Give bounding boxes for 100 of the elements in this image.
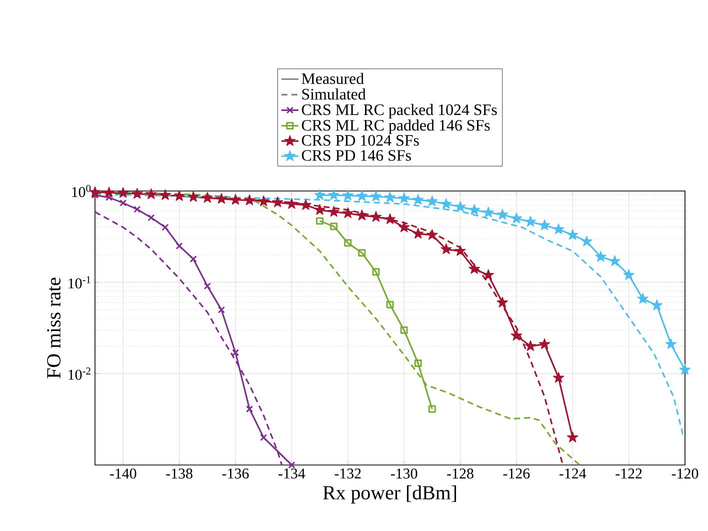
point [428, 405, 436, 413]
y-tick-label: 10$^{0}$ [72, 184, 91, 198]
legend-label: CRS ML RC padded 146 SFs [302, 119, 490, 134]
y-tick-label: 10$^{-2}$ [68, 368, 90, 380]
point [398, 221, 410, 232]
point [454, 245, 466, 256]
point [679, 364, 691, 375]
point [468, 263, 480, 274]
point [370, 190, 382, 202]
point [510, 212, 522, 224]
point [146, 188, 157, 200]
point [595, 250, 606, 262]
point [651, 299, 663, 310]
point [412, 194, 424, 205]
point [665, 338, 677, 350]
point [246, 405, 254, 413]
point [328, 189, 340, 200]
point [386, 300, 394, 308]
legend-label: Measured [302, 72, 364, 84]
point [358, 249, 366, 257]
point [468, 204, 480, 215]
point [202, 192, 213, 203]
point [272, 196, 284, 208]
point [552, 223, 564, 234]
point [398, 192, 410, 204]
x-tick-label: -132 [334, 468, 361, 479]
point [117, 187, 129, 198]
point [524, 340, 536, 351]
legend-label: CRS PD 146 SFs [302, 150, 411, 161]
point [567, 229, 578, 240]
x-tick-label: -128 [447, 468, 474, 479]
x-tick-label: -138 [166, 468, 192, 479]
point [260, 434, 268, 442]
point [344, 239, 352, 247]
point [581, 236, 592, 246]
point [538, 220, 550, 230]
point [160, 189, 171, 200]
point [190, 255, 197, 263]
point [288, 461, 296, 469]
point [204, 282, 211, 290]
point [176, 242, 183, 250]
point [174, 190, 185, 201]
point [384, 213, 396, 224]
point [258, 195, 270, 206]
y-axis-title: FO miss rate [47, 278, 60, 378]
point [328, 206, 340, 217]
x-tick-label: -122 [616, 468, 642, 478]
legend-label: CRS PD 1024 SFs [302, 135, 419, 146]
y-tick-label: 10$^{-1}$ [68, 276, 90, 288]
point [496, 208, 508, 220]
point [105, 194, 113, 201]
point [426, 195, 438, 206]
point [232, 349, 240, 356]
point [188, 191, 199, 202]
x-tick-label: -136 [222, 468, 249, 479]
point [218, 306, 226, 314]
point [510, 330, 522, 341]
point [400, 326, 408, 334]
point [216, 192, 228, 204]
point [103, 186, 115, 198]
point [162, 224, 169, 231]
point [132, 188, 143, 199]
point [314, 204, 326, 215]
point [482, 206, 494, 218]
point [496, 296, 508, 308]
point [609, 255, 620, 266]
legend-label: CRS ML RC packed 1024 SFs [302, 104, 497, 118]
point [637, 292, 648, 304]
x-tick-label: -130 [390, 468, 418, 479]
point [454, 200, 466, 212]
point [330, 222, 338, 230]
point [356, 190, 368, 201]
point [316, 217, 324, 225]
point [440, 243, 452, 254]
point [412, 228, 424, 239]
point [342, 207, 354, 218]
x-tick-label: -140 [110, 468, 136, 479]
legend-label: Simulated [302, 88, 366, 100]
x-tick-label: -134 [278, 468, 306, 479]
point [623, 269, 634, 280]
x-tick-label: -124 [559, 468, 586, 478]
x-tick-label: -120 [672, 468, 698, 479]
point [538, 338, 550, 350]
point [314, 189, 326, 200]
point [230, 194, 242, 205]
point [552, 372, 564, 383]
point [134, 206, 141, 213]
point [414, 360, 422, 367]
point [300, 199, 312, 210]
point [524, 216, 536, 227]
point [120, 199, 127, 206]
point [440, 198, 452, 209]
x-tick-label: -126 [503, 468, 530, 479]
point [244, 194, 256, 206]
point [482, 269, 494, 280]
point [567, 432, 578, 442]
point [89, 186, 101, 198]
point [148, 214, 155, 222]
x-axis-title: Rx power [dBm] [323, 485, 456, 504]
point [91, 192, 99, 199]
